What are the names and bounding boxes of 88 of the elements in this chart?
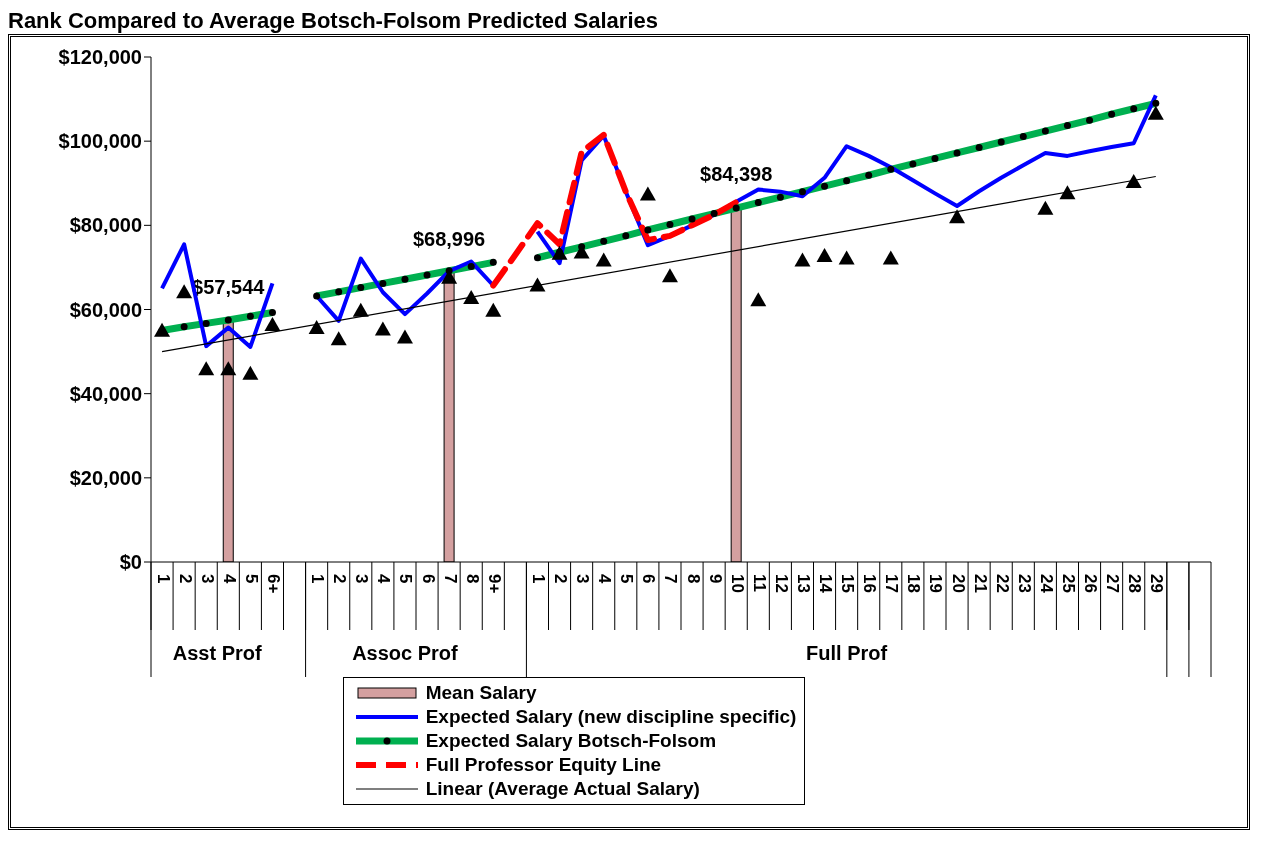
y-tick-label: $20,000 [69,466,142,489]
x-tick-label: 9 [705,574,725,584]
point [220,361,237,376]
x-tick-label: 7 [440,574,460,584]
x-tick-label: 14 [816,574,836,594]
y-tick-label: $60,000 [69,298,142,321]
y-tick-label: $80,000 [69,214,142,237]
x-tick-label: 13 [793,574,813,593]
x-tick-label: 21 [970,574,990,593]
x-tick-label: 3 [197,574,217,584]
x-tick-label: 9+ [484,574,504,594]
x-tick-label: 7 [661,574,681,584]
x-tick-label: 6 [639,574,659,584]
point [242,365,259,380]
point [374,321,391,336]
x-tick-label: 18 [904,574,924,593]
legend-label: Linear (Average Actual Salary) [425,777,700,801]
y-tick-label: $0 [119,551,142,574]
point [176,284,193,299]
x-tick-label: 2 [175,574,195,584]
text: Asst Prof [172,642,263,664]
x-tick-label: 4 [374,574,394,584]
point [330,331,347,346]
y-tick-label: $40,000 [69,382,142,405]
x-tick-label: 11 [749,574,769,592]
point [198,361,215,376]
point [661,268,678,283]
x-tick-label: 28 [1125,574,1145,593]
legend-label: Full Professor Equity Line [425,753,662,777]
point [1125,173,1142,188]
point [463,290,480,305]
point [485,302,502,317]
x-tick-label: 15 [838,574,858,593]
x-tick-label: 5 [617,574,637,584]
x-tick-label: 4 [595,574,615,584]
x-tick-label: 29 [1147,574,1167,593]
point [396,329,413,344]
text: Assoc Prof [352,642,459,664]
x-tick-label: 24 [1036,574,1056,594]
point [308,319,325,334]
x-tick-label: 10 [727,574,747,593]
legend-label: Expected Salary (new discipline specific) [425,705,797,729]
x-tick-label: 23 [1014,574,1034,593]
point [794,252,811,267]
legend-label: Expected Salary Botsch-Folsom [425,729,717,753]
x-tick-label: 26 [1081,574,1101,593]
x-tick-label: 20 [948,574,968,593]
point [595,252,612,267]
x-tick-label: 22 [992,574,1012,593]
x-tick-label: 16 [860,574,880,593]
point [1147,105,1164,120]
x-tick-label: 5 [396,574,416,584]
x-tick-label: 19 [926,574,946,593]
point [882,250,899,265]
point [264,316,281,331]
legend-label: Mean Salary [425,681,537,705]
chart-title: Rank Compared to Average Botsch-Folsom Predicted Salaries [8,8,659,34]
x-tick-label: 2 [551,574,571,584]
x-tick-label: 25 [1058,574,1078,593]
data-label: $84,398 [700,162,773,185]
text: Full Prof [806,642,888,664]
y-tick-label: $100,000 [58,130,142,153]
x-tick-label: 5 [241,574,261,584]
y-tick-label: $120,000 [58,46,142,69]
x-tick-label: 8 [462,574,482,584]
point [352,302,369,317]
x-tick-label: 8 [683,574,703,584]
x-tick-label: 12 [771,574,791,593]
point [838,250,855,265]
point [529,277,546,292]
x-tick-label: 1 [308,574,328,584]
point [1037,200,1054,215]
point [1059,185,1076,200]
x-tick-label: 27 [1103,574,1123,593]
point [816,247,833,262]
x-tick-label: 2 [330,574,350,584]
x-tick-label: 4 [219,574,239,584]
x-tick-label: 17 [882,574,902,593]
data-label: $68,996 [412,227,486,250]
x-tick-label: 6 [418,574,438,584]
x-tick-label: 3 [573,574,593,584]
x-tick-label: 1 [153,574,173,584]
x-tick-label: 1 [528,574,548,584]
point [750,292,767,307]
point [949,209,966,224]
x-tick-label: 6+ [263,574,283,594]
x-tick-label: 3 [352,574,372,584]
point [639,186,656,201]
